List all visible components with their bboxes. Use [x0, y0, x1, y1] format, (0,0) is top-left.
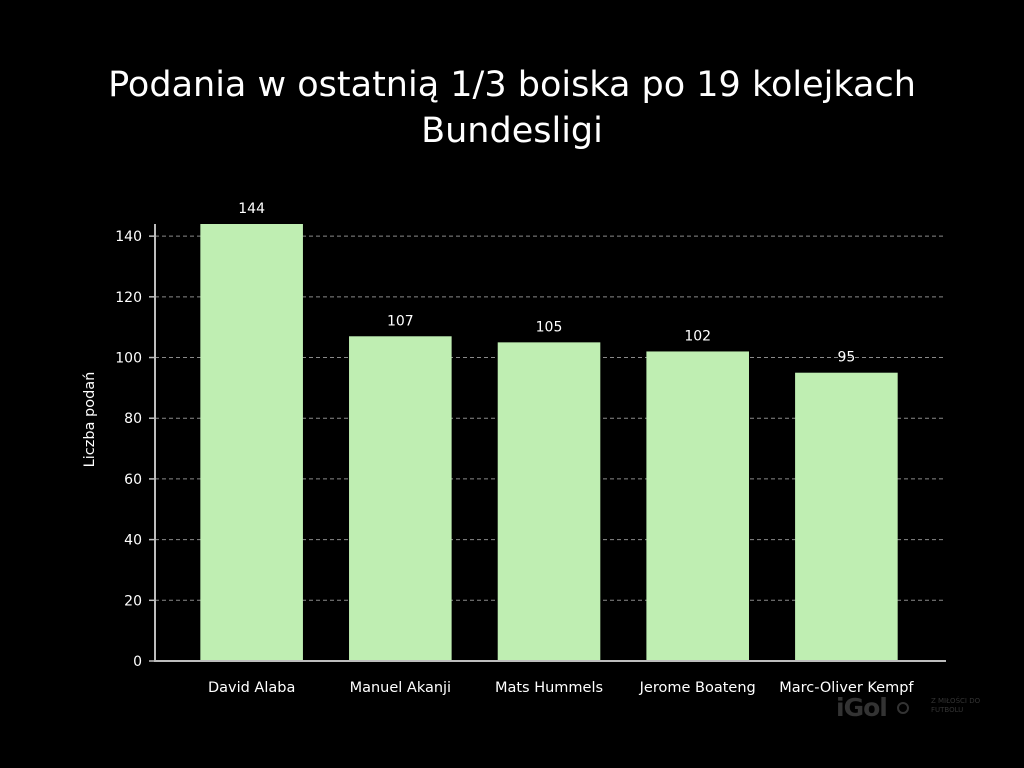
- bar: [795, 372, 898, 661]
- x-tick-label: Manuel Akanji: [350, 680, 452, 696]
- data-label: 144: [238, 201, 265, 217]
- y-tick-label: 100: [115, 351, 142, 367]
- bar: [497, 342, 601, 661]
- y-tick-labels: 0 20 40 60 80 100 120 140: [115, 229, 155, 670]
- data-label: 105: [536, 319, 563, 335]
- y-axis-title: Liczba podań: [82, 372, 98, 468]
- y-tick-label: 80: [124, 411, 142, 427]
- x-tick-label: Jerome Boateng: [639, 680, 756, 696]
- bars: [200, 224, 898, 661]
- x-tick-labels: David Alaba Manuel Akanji Mats Hummels Jero…: [208, 680, 914, 696]
- chart-title-line-1: Podania w ostatnią 1/3 boiska po 19 kole…: [108, 65, 916, 105]
- igol-watermark: iGol z miłości do futbolu: [836, 693, 988, 723]
- bar: [200, 224, 303, 661]
- football-icon: [897, 702, 909, 714]
- data-label: 107: [387, 313, 414, 329]
- y-tick-label: 20: [124, 593, 142, 609]
- x-tick-label: Marc-Oliver Kempf: [779, 680, 914, 696]
- watermark-tagline: z miłości do futbolu: [931, 697, 981, 714]
- bar: [646, 351, 749, 661]
- y-tick-label: 60: [124, 472, 142, 488]
- x-tick-label: David Alaba: [208, 680, 295, 696]
- y-tick-label: 140: [115, 229, 142, 245]
- data-label: 95: [837, 350, 855, 366]
- chart-title-line-2: Bundesligi: [421, 111, 603, 151]
- bar: [349, 336, 452, 661]
- chart-title: Podania w ostatnią 1/3 boiska po 19 kole…: [62, 62, 962, 154]
- data-label: 102: [684, 328, 711, 344]
- watermark-logo: iGol: [836, 693, 888, 722]
- x-tick-label: Mats Hummels: [495, 680, 603, 696]
- y-tick-label: 40: [124, 533, 142, 549]
- y-tick-label: 120: [115, 290, 142, 306]
- y-tick-label: 0: [133, 654, 142, 670]
- data-labels: 144 107 105 102 95: [238, 201, 855, 366]
